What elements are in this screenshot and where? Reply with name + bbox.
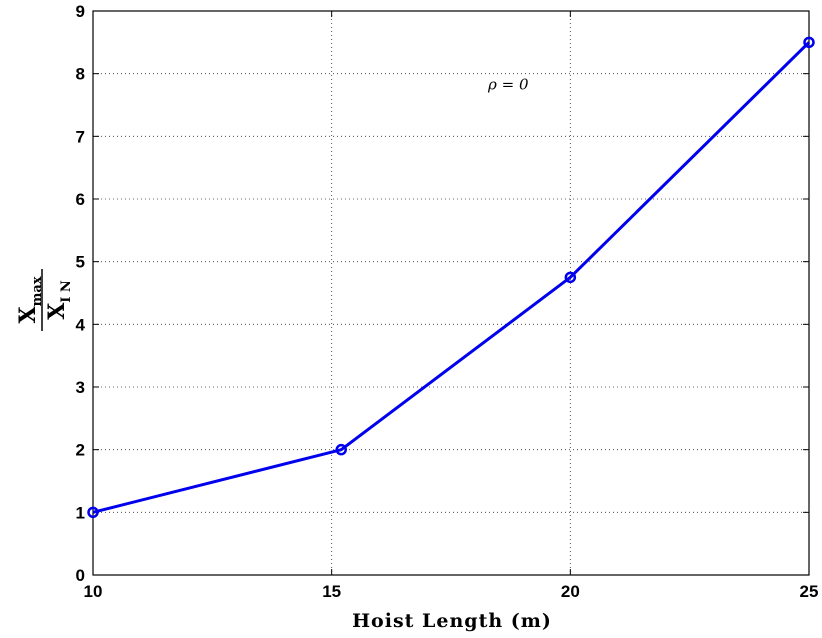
y-tick-label: 1 <box>76 503 85 522</box>
data-point <box>803 36 815 49</box>
svg-text:XI N: XI N <box>44 280 74 320</box>
y-tick-label: 5 <box>76 253 85 272</box>
x-axis-label: Hoist Length (m) <box>352 610 552 632</box>
y-label-numerator: X <box>15 306 41 324</box>
series-line <box>92 41 811 514</box>
grid <box>93 11 809 575</box>
data-point <box>564 271 577 284</box>
x-tick-label: 20 <box>561 582 580 601</box>
y-tick-label: 3 <box>76 378 85 397</box>
data-series <box>87 36 815 519</box>
axis-ticks: 10 15 20 25 0 1 2 3 4 5 6 7 8 9 <box>76 2 819 601</box>
y-tick-label: 0 <box>76 566 85 585</box>
data-point <box>335 443 347 456</box>
y-label-denominator-sub: I N <box>59 280 74 303</box>
data-point <box>87 506 99 519</box>
y-tick-label: 2 <box>76 441 85 460</box>
x-tick-label: 25 <box>800 582 819 601</box>
y-tick-label: 9 <box>76 2 85 21</box>
y-tick-label: 8 <box>76 65 85 84</box>
y-axis-label: Xmax XI N <box>15 269 74 331</box>
plot-frame <box>92 10 810 576</box>
y-label-denominator: X <box>44 302 70 320</box>
y-tick-label: 6 <box>76 190 85 209</box>
y-tick-label: 7 <box>76 127 85 146</box>
annotation-rho: ρ = 0 <box>487 75 529 93</box>
x-tick-label: 10 <box>84 582 103 601</box>
y-tick-label: 4 <box>76 315 86 334</box>
x-tick-label: 15 <box>322 582 341 601</box>
